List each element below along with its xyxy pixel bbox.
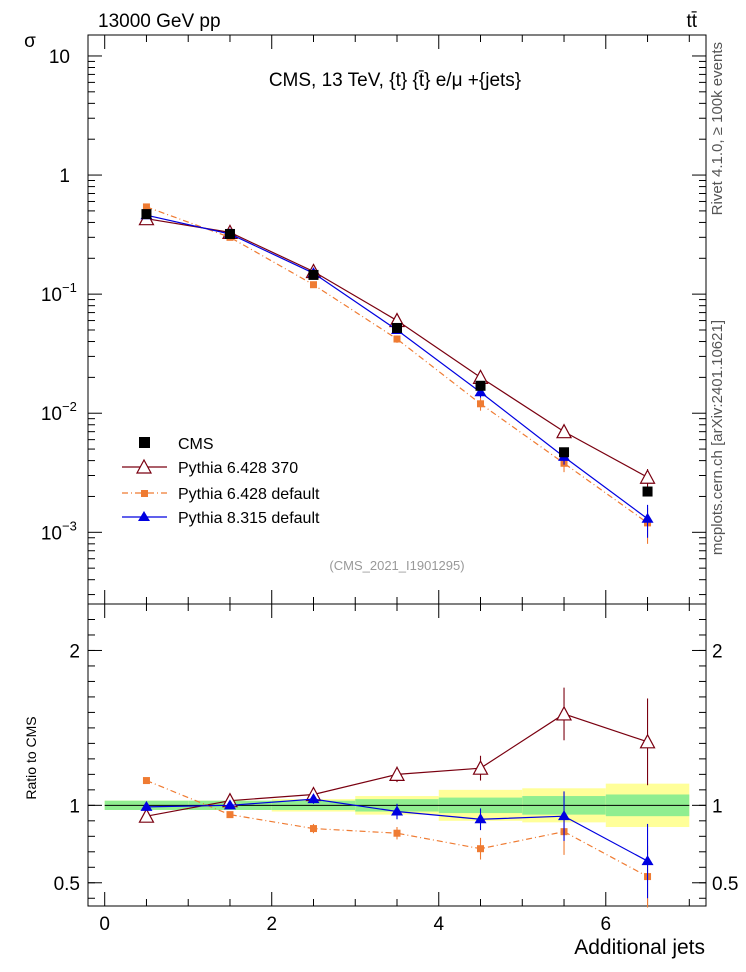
main-plot-area xyxy=(138,203,656,544)
ratio-ylabel: Ratio to CMS xyxy=(23,716,39,799)
point-py6-default xyxy=(477,400,485,408)
legend-marker-py6-default xyxy=(141,490,148,497)
ratio-xtick-label: 2 xyxy=(266,914,277,935)
side-label-top: Rivet 4.1.0, ≥ 100k events xyxy=(709,42,726,215)
ratio-xtick-label: 0 xyxy=(99,914,110,935)
legend-label-cms: CMS xyxy=(178,436,214,453)
main-axes: 10 1 10−1 10−2 10−3 xyxy=(41,35,706,604)
main-ytick-label: 10−1 xyxy=(41,280,77,306)
ratio-point-py6-default xyxy=(309,825,317,833)
main-ytick-label: 10−3 xyxy=(41,518,77,544)
main-ytick-exponent: −2 xyxy=(62,399,77,414)
ratio-point-py6-370 xyxy=(388,766,406,781)
ratio-point-py6-370 xyxy=(556,705,573,721)
point-cms xyxy=(141,209,152,220)
legend-entry-py8: Pythia 8.315 default xyxy=(122,510,320,527)
ratio-point-py6-default xyxy=(477,845,485,853)
main-ytick-label: 10 xyxy=(49,47,70,68)
main-ylabel: σ xyxy=(24,31,36,52)
point-cms xyxy=(559,447,570,458)
point-cms xyxy=(224,228,235,239)
ratio-point-py6-370 xyxy=(138,807,155,823)
point-py6-default xyxy=(142,203,150,211)
legend-entry-cms: CMS xyxy=(139,436,214,453)
legend-label-py6-370: Pythia 6.428 370 xyxy=(178,460,298,477)
header-right: tt̄ xyxy=(686,11,697,32)
watermark: (CMS_2021_I1901295) xyxy=(329,558,464,573)
point-py6-370 xyxy=(639,468,656,484)
ratio-ytick-label: 1 xyxy=(69,796,80,817)
ratio-point-py6-default xyxy=(226,811,234,819)
side-label-bottom: mcplots.cern.ch [arXiv:2401.10621] xyxy=(709,320,726,555)
ratio-point-py8 xyxy=(307,793,320,804)
ratio-point-py8 xyxy=(391,805,403,816)
point-cms xyxy=(308,269,319,280)
ratio-xtick-label: 6 xyxy=(600,914,611,935)
legend-label-py6-default: Pythia 6.428 default xyxy=(178,486,320,503)
main-ytick-exponent: −3 xyxy=(62,518,77,533)
ratio-series-py8 xyxy=(140,791,654,899)
ratio-ytick-label-right: 2 xyxy=(712,641,723,662)
main-ytick-label: 1 xyxy=(59,166,70,187)
legend-entry-py6-default: Pythia 6.428 default xyxy=(122,486,320,503)
ratio-point-py8 xyxy=(140,800,153,811)
ratio-point-py6-370 xyxy=(639,733,656,749)
ratio-point-py8 xyxy=(223,799,236,810)
ratio-xtick-label: 4 xyxy=(433,914,444,935)
ratio-point-py8 xyxy=(474,813,487,824)
point-cms xyxy=(392,322,402,333)
ratio-axes: 2 2 1 1 0.5 0.5 0 2 4 6 xyxy=(54,604,738,935)
legend: CMS Pythia 6.428 370 Pythia 6.428 defaul… xyxy=(122,436,320,527)
point-py6-default xyxy=(393,335,401,343)
ratio-point-py6-370 xyxy=(472,759,489,775)
ratio-frame xyxy=(87,603,707,907)
main-ytick-label: 10−2 xyxy=(41,399,77,425)
legend-entry-py6-370: Pythia 6.428 370 xyxy=(122,458,298,477)
point-py8 xyxy=(474,386,487,397)
series-py6-370 xyxy=(138,210,656,488)
ratio-ytick-label-right: 1 xyxy=(712,796,723,817)
legend-marker-py6-370 xyxy=(135,458,153,474)
point-cms xyxy=(642,486,653,497)
series-cms xyxy=(141,209,653,497)
legend-label-py8: Pythia 8.315 default xyxy=(178,510,320,527)
legend-marker-cms xyxy=(139,437,150,448)
ratio-ytick-label-right: 0.5 xyxy=(712,874,738,895)
ratio-point-py8 xyxy=(641,855,654,866)
main-title: CMS, 13 TeV, {t} {t̄} e/μ +{jets} xyxy=(269,70,521,91)
series-line-py6-370 xyxy=(146,218,648,478)
header-left: 13000 GeV pp xyxy=(98,11,221,32)
main-ytick-exponent: −1 xyxy=(62,280,77,295)
main-panel: CMS, 13 TeV, {t} {t̄} e/μ +{jets} σ (CMS… xyxy=(24,31,707,605)
point-py6-default xyxy=(309,281,317,289)
ratio-plot-area xyxy=(138,687,656,908)
point-py6-370 xyxy=(556,423,573,439)
point-cms xyxy=(475,380,486,391)
point-py8 xyxy=(641,512,654,523)
ratio-series-py6-370 xyxy=(138,687,656,823)
ratio-point-py6-default xyxy=(393,829,401,837)
ratio-panel: 2 2 1 1 0.5 0.5 0 2 4 6 Ratio to CMS Additional j… xyxy=(23,603,738,959)
x-axis-label: Additional jets xyxy=(574,936,705,959)
legend-marker-py8 xyxy=(138,511,150,521)
ratio-point-py6-default xyxy=(142,777,150,785)
ratio-ytick-label: 2 xyxy=(69,641,80,662)
ratio-point-py8 xyxy=(558,810,571,821)
ratio-ytick-label: 0.5 xyxy=(54,874,80,895)
